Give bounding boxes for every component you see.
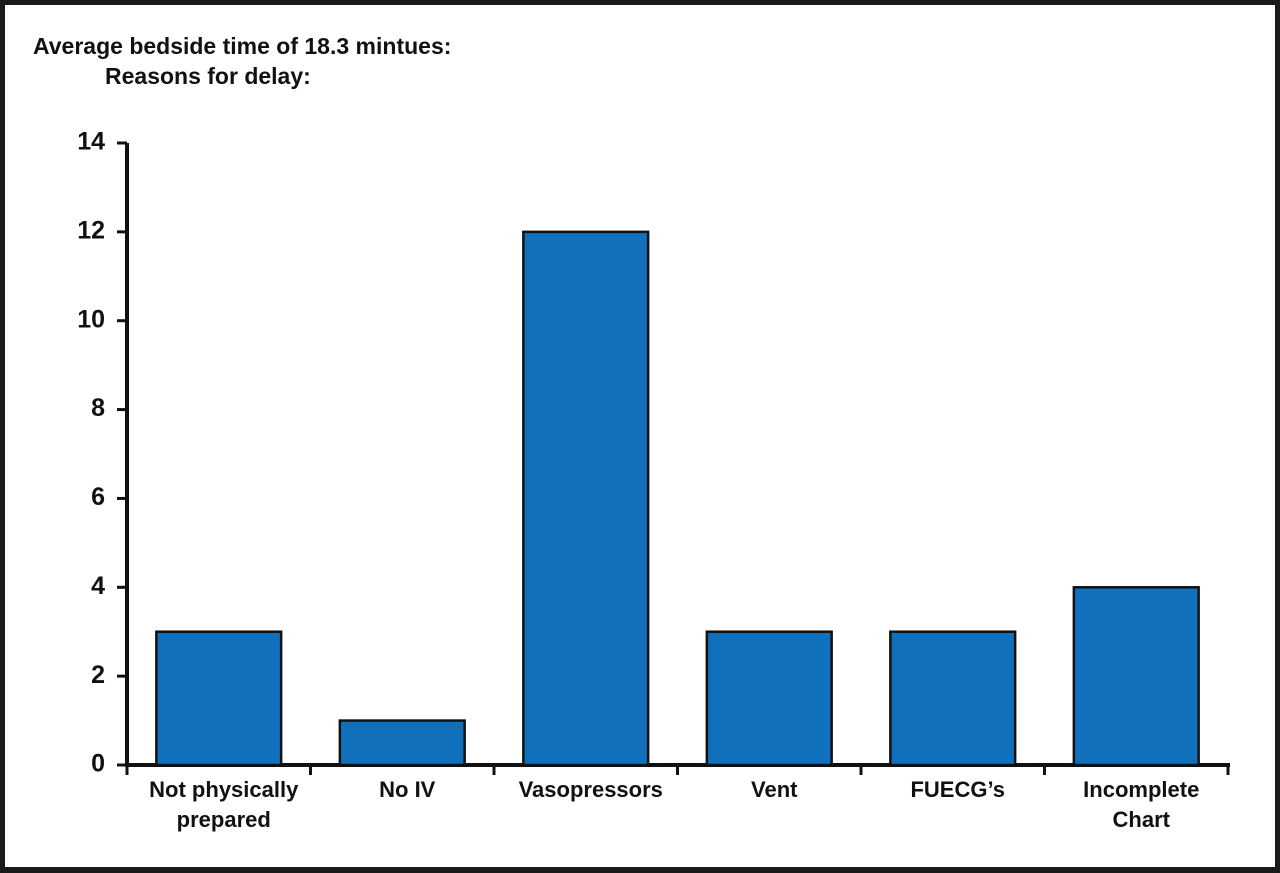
- x-tick-label: Vasopressors: [518, 777, 663, 802]
- bar: [705, 630, 833, 767]
- bar: [889, 630, 1017, 767]
- chart-subtitle: Reasons for delay:: [105, 63, 311, 89]
- x-tick-label: No IV: [379, 777, 436, 802]
- x-tick-label: Vent: [751, 777, 798, 802]
- y-tick-label: 8: [91, 394, 105, 422]
- bar: [155, 630, 283, 767]
- bar: [338, 719, 466, 767]
- bar: [522, 230, 650, 767]
- chart-title: Average bedside time of 18.3 mintues:: [33, 33, 452, 59]
- y-tick-label: 14: [77, 128, 105, 156]
- x-tick-label: Incomplete Chart: [1083, 777, 1200, 832]
- y-tick-label: 0: [91, 750, 105, 778]
- plot: 0 2 4 6 8 10 12 14: [77, 128, 1230, 778]
- y-tick-label: 2: [91, 661, 105, 689]
- x-tick-label: Not physically prepared: [149, 777, 299, 832]
- bar: [1072, 586, 1200, 767]
- y-tick-label: 4: [91, 572, 105, 600]
- y-tick-label: 10: [77, 305, 105, 333]
- y-tick-label: 12: [77, 216, 105, 244]
- x-tick-label: FUECG’s: [910, 777, 1006, 802]
- y-tick-label: 6: [91, 483, 105, 511]
